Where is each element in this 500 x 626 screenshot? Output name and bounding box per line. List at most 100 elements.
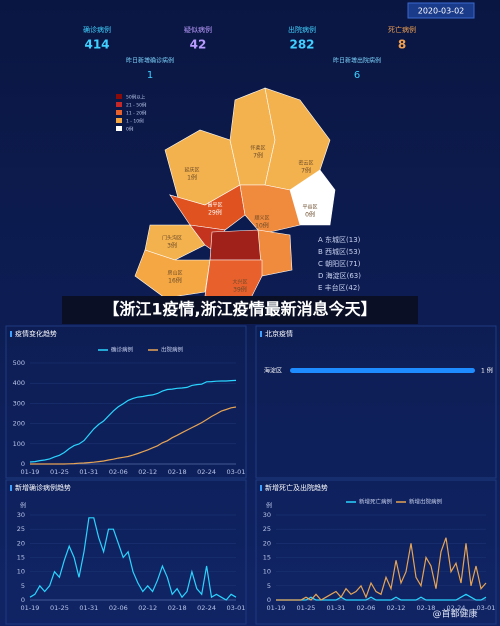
district <box>134 249 211 299</box>
series-line <box>276 537 487 601</box>
panel <box>5 479 247 625</box>
x-tick-label: 02-24 <box>447 604 466 612</box>
x-tick-label: 02-18 <box>168 468 187 476</box>
watermark: @首都健康 <box>432 608 477 620</box>
chart-title: 新增死亡及出院趋势 <box>265 483 328 492</box>
district <box>204 259 263 301</box>
x-tick-label: 02-24 <box>197 468 216 476</box>
legend-label: 1 - 10例 <box>126 118 144 125</box>
title-marker <box>260 331 262 337</box>
legend-label: 新增出院病例 <box>409 498 443 506</box>
district-count: 7例 <box>253 152 263 160</box>
district-name: 延庆区 <box>184 167 199 174</box>
x-tick-label: 01-31 <box>79 468 98 476</box>
map <box>134 87 336 301</box>
bar-value-label: 1 例 <box>481 367 493 375</box>
chart-title: 北京疫情 <box>265 329 293 338</box>
x-tick-label: 02-06 <box>357 604 376 612</box>
district-list-item: E 丰台区(42) <box>318 283 360 292</box>
y-tick-label: 5 <box>21 582 25 590</box>
district-name: 顺义区 <box>254 216 269 222</box>
legend-label: 0例 <box>126 126 134 133</box>
date: 2020-03-02 <box>418 7 465 16</box>
banner: 【浙江1疫情,浙江疫情最新消息今天】 <box>103 300 376 319</box>
district-name: 昌平区 <box>207 203 222 209</box>
x-tick-label: 03-01 <box>477 604 496 612</box>
x-tick-label: 02-18 <box>168 604 187 612</box>
district-list-item: C 朝阳区(71) <box>318 259 361 268</box>
y-tick-label: 200 <box>13 420 25 428</box>
new-value: 1 <box>147 70 153 81</box>
series-line <box>29 517 237 601</box>
y-tick-label: 400 <box>13 379 25 387</box>
legend-swatch <box>116 118 122 123</box>
x-tick-label: 01-25 <box>297 604 316 612</box>
y-tick-label: 25 <box>263 525 271 533</box>
y-tick-label: 0 <box>267 596 271 604</box>
x-tick-label: 01-19 <box>21 604 40 612</box>
y-tick-label: 0 <box>21 596 25 604</box>
series-line <box>29 379 237 463</box>
y-tick-label: 20 <box>263 539 271 547</box>
banner-bg <box>62 296 418 324</box>
stat-label: 疑似病例 <box>184 25 212 34</box>
district-name: 大兴区 <box>232 279 247 286</box>
y-tick-label: 25 <box>17 525 25 533</box>
y-tick-label: 15 <box>17 554 25 562</box>
x-tick-label: 01-25 <box>50 468 69 476</box>
district-count: 29例 <box>208 209 222 217</box>
panel <box>5 325 247 479</box>
legend-swatch <box>116 110 122 115</box>
series-line <box>30 406 237 465</box>
title-marker <box>10 331 12 337</box>
stat-label: 出院病例 <box>288 25 316 34</box>
new-label: 昨日新增确诊病例 <box>126 57 174 65</box>
legend-label: 21 - 50例 <box>126 102 147 109</box>
legend-label: 50例以上 <box>126 94 146 101</box>
y-tick-label: 10 <box>17 568 25 576</box>
y-axis-label: 例 <box>266 502 272 510</box>
district-name: 房山区 <box>167 270 182 277</box>
stat-label: 确诊病例 <box>83 25 111 34</box>
x-tick-label: 02-12 <box>138 468 157 476</box>
x-tick-label: 02-06 <box>109 468 128 476</box>
chart-title: 疫情变化趋势 <box>15 329 57 338</box>
y-tick-label: 30 <box>263 511 271 519</box>
x-tick-label: 02-12 <box>138 604 157 612</box>
x-tick-label: 02-18 <box>417 604 436 612</box>
district-count: 16例 <box>168 277 182 285</box>
bar <box>290 368 475 373</box>
district <box>144 224 206 261</box>
district-count: 3例 <box>167 242 177 250</box>
date-box <box>407 2 475 19</box>
new-value: 6 <box>354 70 360 81</box>
stat-label: 死亡病例 <box>388 25 416 34</box>
y-tick-label: 300 <box>13 399 25 407</box>
x-tick-label: 01-19 <box>21 468 40 476</box>
x-tick-label: 01-19 <box>267 604 286 612</box>
district-name: 门头沟区 <box>162 235 182 242</box>
district-list-item: A 东城区(13) <box>318 235 361 244</box>
y-tick-label: 100 <box>13 440 25 448</box>
y-axis-label: 例 <box>20 502 26 510</box>
y-tick-label: 30 <box>17 511 25 519</box>
x-tick-label: 02-24 <box>197 604 216 612</box>
stat-value: 8 <box>398 38 406 52</box>
y-tick-label: 10 <box>263 568 271 576</box>
district-list-item: B 西城区(53) <box>318 248 361 256</box>
panel <box>255 479 497 625</box>
legend-swatch <box>116 94 122 99</box>
stat-value: 414 <box>84 38 109 52</box>
panel <box>255 325 497 479</box>
x-tick-label: 02-12 <box>387 604 406 612</box>
legend-label: 新增死亡病例 <box>359 498 393 506</box>
bar-category: 海淀区 <box>264 367 282 375</box>
title-marker <box>260 485 262 491</box>
y-tick-label: 500 <box>13 359 25 367</box>
y-tick-label: 5 <box>267 582 271 590</box>
legend-swatch <box>116 102 122 107</box>
district <box>257 229 293 277</box>
stat-value: 42 <box>190 38 207 52</box>
series-line <box>276 593 487 601</box>
